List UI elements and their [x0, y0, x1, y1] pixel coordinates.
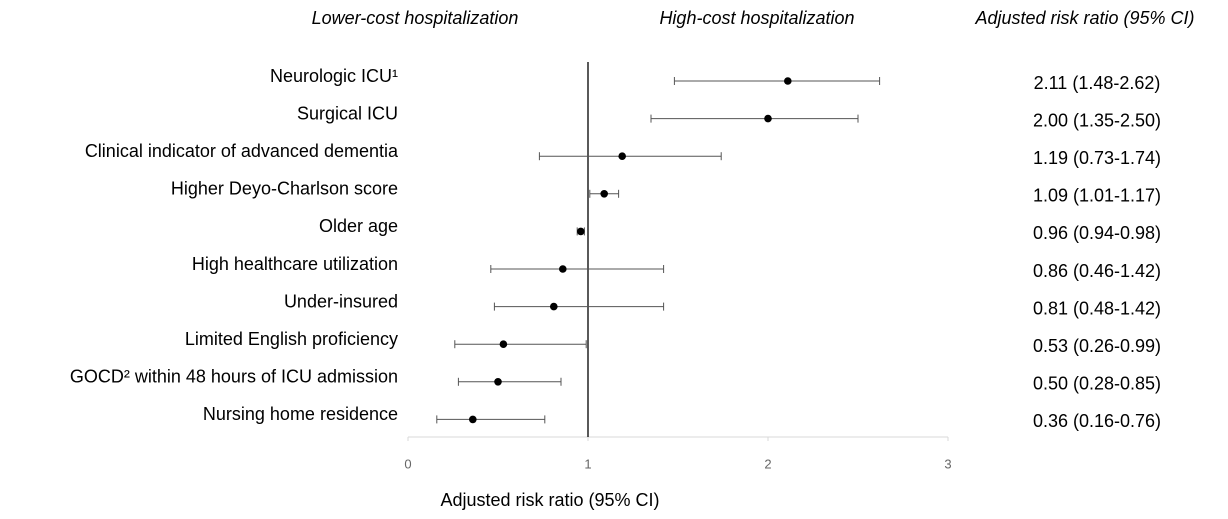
value-label: 0.86 (0.46-1.42) — [1033, 261, 1161, 281]
x-tick-label: 2 — [764, 456, 771, 471]
point-estimate — [764, 114, 772, 123]
point-estimate — [469, 415, 477, 424]
point-estimate — [499, 340, 508, 349]
x-tick-label: 0 — [404, 456, 411, 471]
value-label: 2.11 (1.48-2.62) — [1034, 73, 1161, 93]
value-label: 2.00 (1.35-2.50) — [1033, 110, 1161, 130]
x-tick-label: 1 — [584, 456, 591, 471]
point-estimate — [618, 152, 626, 160]
y-tick-label: Nursing home residence — [203, 404, 398, 424]
value-label: 0.53 (0.26-0.99) — [1033, 336, 1161, 356]
point-estimate — [600, 190, 608, 198]
point-estimate — [494, 378, 502, 386]
point-estimate — [577, 227, 585, 236]
value-label: 1.19 (0.73-1.74) — [1033, 148, 1161, 168]
y-tick-label: Neurologic ICU¹ — [270, 66, 398, 86]
annotation: High-cost hospitalization — [659, 8, 854, 28]
column-title: Adjusted risk ratio (95% CI) — [974, 8, 1194, 28]
annotation: Lower-cost hospitalization — [312, 8, 519, 28]
y-tick-label: GOCD² within 48 hours of ICU admission — [70, 367, 398, 387]
value-label: 0.81 (0.48-1.42) — [1033, 298, 1161, 318]
point-estimate — [784, 77, 792, 85]
y-tick-label: High healthcare utilization — [192, 254, 398, 274]
y-tick-label: Older age — [319, 216, 398, 236]
x-axis-label: Adjusted risk ratio (95% CI) — [440, 490, 659, 510]
point-estimate — [559, 265, 567, 273]
value-label: 0.96 (0.94-0.98) — [1033, 223, 1161, 243]
value-label: 0.50 (0.28-0.85) — [1033, 374, 1161, 394]
y-tick-label: Limited English proficiency — [185, 329, 398, 349]
value-label: 1.09 (1.01-1.17) — [1033, 186, 1161, 206]
point-estimate — [550, 302, 558, 311]
x-tick-label: 3 — [944, 456, 951, 471]
y-tick-label: Clinical indicator of advanced dementia — [85, 141, 399, 161]
y-tick-label: Surgical ICU — [297, 103, 398, 123]
y-tick-label: Under-insured — [284, 291, 398, 311]
value-label: 0.36 (0.16-0.76) — [1033, 411, 1161, 431]
y-tick-label: Higher Deyo-Charlson score — [171, 179, 398, 199]
